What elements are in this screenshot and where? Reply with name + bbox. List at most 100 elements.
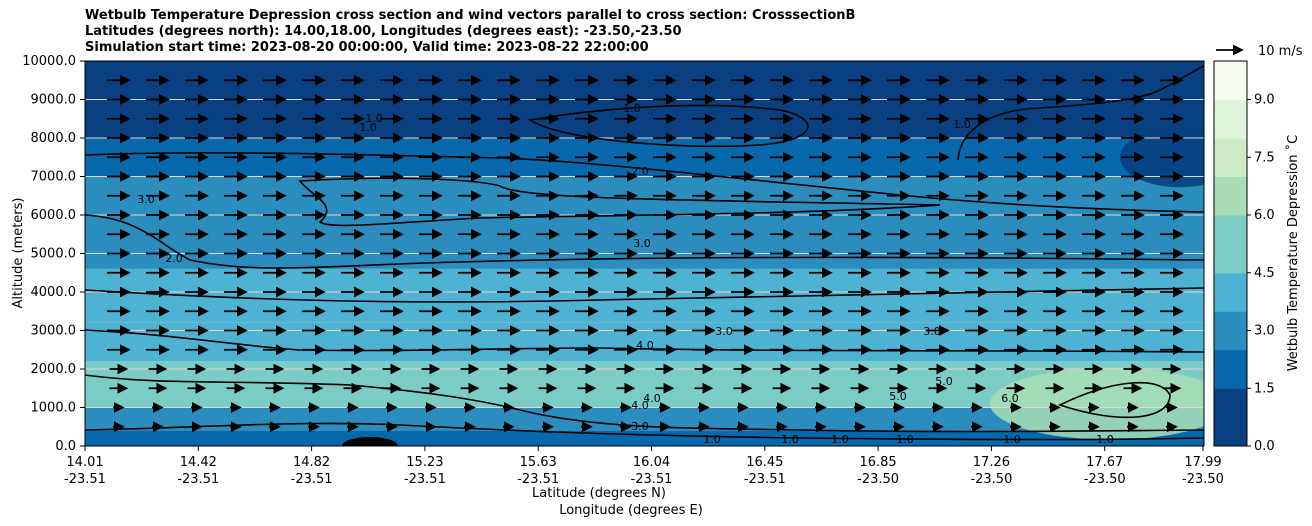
colorbar-segment	[1214, 195, 1247, 216]
title-line-2: Latitudes (degrees north): 14.00,18.00, …	[85, 24, 682, 39]
colorbar-segment	[1214, 426, 1247, 447]
x-tick-label-lat: 15.23	[406, 455, 443, 470]
contour-line	[85, 329, 1204, 353]
y-tick-label: 6000.0	[31, 208, 77, 223]
y-tick-label: 1000.0	[31, 401, 77, 416]
x-tick-label-lon: -23.50	[1182, 472, 1224, 487]
contour-label: 1.0	[623, 102, 641, 115]
x-tick-label-lat: 14.82	[293, 455, 330, 470]
colorbar-segment	[1214, 369, 1247, 389]
colorbar-segment	[1214, 311, 1247, 331]
x-tick-label-lon: -23.50	[1084, 472, 1126, 487]
field-band	[85, 176, 1204, 215]
x-tick-label-lon: -23.50	[970, 472, 1012, 487]
y-tick-label: 8000.0	[31, 131, 77, 146]
contour-lines: 1.01.01.0 1.02.02.03.03.03.0 3.04.04.04.03…	[85, 65, 1204, 446]
colorbar-segment	[1214, 388, 1247, 408]
contour-line	[527, 104, 809, 148]
contour-label: 5.0	[935, 375, 953, 388]
contour-label: 1.0	[1096, 433, 1114, 446]
y-tick-label: 7000.0	[31, 170, 77, 185]
contour-label: 1.0	[896, 433, 914, 446]
colorbar-segment	[1214, 407, 1247, 428]
contour-label: 1.0	[953, 118, 971, 131]
colorbar-segment	[1214, 157, 1247, 177]
x-tick-label-lon: -23.51	[744, 472, 786, 487]
x-tick-label-lon: -23.51	[64, 472, 106, 487]
colorbar-segment	[1214, 118, 1247, 139]
x-tick-label-lon: -23.51	[291, 472, 333, 487]
x-tick-label-lat: 16.04	[633, 455, 670, 470]
x-axis-label-lat: Latitude (degrees N)	[532, 486, 666, 501]
contour-label: 3.0	[923, 325, 941, 338]
x-tick-label-lon: -23.51	[517, 472, 559, 487]
axis-labels: Latitude (degrees N) Longitude (degrees E…	[11, 198, 703, 518]
colorbar-segment	[1214, 99, 1247, 120]
colorbar-segment	[1214, 176, 1247, 197]
contour-line	[298, 177, 941, 227]
chart-title: Wetbulb Temperature Depression cross sec…	[85, 8, 855, 56]
x-tick-label-lon: -23.50	[857, 472, 899, 487]
terrain-shape	[342, 437, 398, 446]
contour-line	[85, 422, 1204, 441]
field-band	[85, 268, 1204, 323]
wind-key-label: 10 m/s	[1258, 44, 1303, 59]
plot-area: 1.01.01.0 1.02.02.03.03.03.0 3.04.04.04.03…	[85, 61, 1204, 446]
x-tick-label-lon: -23.51	[404, 472, 446, 487]
contour-label: 3.0	[715, 325, 733, 338]
contour-label: 4.0	[631, 399, 649, 412]
colorbar-segment	[1214, 61, 1247, 81]
contour-label: 1.0	[831, 433, 849, 446]
contour-label: 3.0	[633, 237, 651, 250]
x-tick-label-lon: -23.51	[631, 472, 673, 487]
x-axis-label-lon: Longitude (degrees E)	[559, 503, 703, 518]
colorbar-tick-label: 0.0	[1254, 439, 1275, 454]
x-tick-label-lat: 14.01	[66, 455, 103, 470]
y-tick-label: 10000.0	[22, 54, 76, 69]
x-tick-label-lat: 17.26	[973, 455, 1010, 470]
colorbar-segment	[1214, 215, 1247, 235]
colorbar-segment	[1214, 80, 1247, 100]
colorbar-tick-label: 9.0	[1254, 93, 1275, 108]
x-axis: 14.01 -23.51 14.42 -23.51 14.82 -23.51 15.23 -2…	[64, 446, 1224, 487]
contour-label: 1.0	[359, 121, 377, 134]
colorbar-tick-label: 1.5	[1254, 381, 1275, 396]
colorbar-label: Wetbulb Temperature Depression ˚C	[1285, 135, 1301, 372]
x-tick-label-lat: 16.85	[859, 455, 896, 470]
contour-label: 1.0	[365, 112, 383, 125]
y-axis: 0.0 1000.0 2000.0 3000.0 4000.0 5000.0 6000.0 7…	[22, 54, 85, 454]
y-tick-label: 3000.0	[31, 324, 77, 339]
wind-vectors	[107, 74, 1184, 433]
field-band	[85, 407, 1204, 431]
field-band	[85, 215, 1204, 269]
colorbar: 0.0 1.5 3.0 4.5 6.0 7.5 9.0 Wetbulb Temperature…	[1213, 60, 1301, 454]
title-line-3: Simulation start time: 2023-08-20 00:00:…	[85, 40, 649, 55]
x-tick-label-lat: 17.67	[1086, 455, 1123, 470]
colorbar-segment	[1214, 138, 1247, 158]
colorbar-tick-label: 3.0	[1254, 324, 1275, 339]
colorbar-frame	[1213, 60, 1248, 447]
x-tick-label-lat: 15.63	[520, 455, 557, 470]
y-axis-label: Altitude (meters)	[11, 198, 26, 309]
y-tick-label: 4000.0	[31, 285, 77, 300]
title-line-1: Wetbulb Temperature Depression cross sec…	[85, 8, 856, 23]
y-tick-label: 5000.0	[31, 247, 77, 262]
y-tick-label: 2000.0	[31, 362, 77, 377]
colorbar-tick-label: 6.0	[1254, 208, 1275, 223]
x-tick-label-lat: 16.45	[746, 455, 783, 470]
contour-line	[1057, 381, 1171, 419]
x-tick-label-lon: -23.51	[177, 472, 219, 487]
wind-key: 10 m/s	[1216, 44, 1303, 59]
contour-label: 3.0	[631, 420, 649, 433]
x-tick-label-lat: 17.99	[1184, 455, 1221, 470]
x-tick-label-lat: 14.42	[180, 455, 217, 470]
contour-label: 1.0	[1003, 433, 1021, 446]
field-band	[990, 367, 1204, 440]
colorbar-segment	[1214, 330, 1247, 351]
colorbar-segment	[1214, 272, 1247, 293]
contour-label: 4.0	[643, 392, 661, 405]
contour-line	[85, 214, 1204, 269]
colorbar-segment	[1214, 253, 1247, 274]
colorbar-segment	[1214, 234, 1247, 254]
